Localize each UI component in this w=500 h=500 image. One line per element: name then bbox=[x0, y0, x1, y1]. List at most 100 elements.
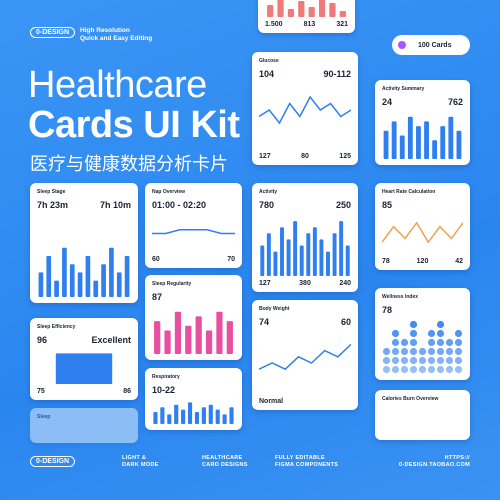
bar bbox=[273, 251, 278, 276]
dot bbox=[391, 365, 400, 374]
footer-line: HEALTHCARE bbox=[202, 455, 243, 461]
dot bbox=[400, 365, 409, 374]
bar bbox=[116, 272, 122, 297]
dot bbox=[400, 356, 409, 365]
bar bbox=[399, 135, 405, 159]
stat-value: 80 bbox=[301, 153, 309, 160]
dot bbox=[409, 356, 418, 365]
stat-value: 127 bbox=[259, 153, 271, 160]
card-title: Respiratory bbox=[152, 374, 180, 380]
card-title: Calories Burn Overview bbox=[382, 396, 439, 402]
bar bbox=[456, 130, 462, 159]
dot bbox=[427, 329, 436, 338]
dot bbox=[427, 356, 436, 365]
bar bbox=[187, 402, 193, 424]
bar bbox=[222, 414, 227, 424]
card-title: Glucose bbox=[259, 58, 279, 64]
card: Heart Rate Calculation 85 78 120 42 bbox=[375, 183, 470, 270]
stats-row: 10-22 bbox=[152, 385, 235, 395]
card: Sleep Regularity 87 bbox=[145, 275, 242, 360]
dot-column bbox=[454, 329, 463, 374]
stat-value: 813 bbox=[303, 21, 316, 28]
dot bbox=[418, 356, 427, 365]
dot bbox=[391, 356, 400, 365]
card-title: Sleep bbox=[37, 414, 51, 420]
stat-value: 240 bbox=[339, 280, 351, 287]
dot bbox=[427, 365, 436, 374]
stat-value: 60 bbox=[152, 256, 160, 263]
bar bbox=[339, 11, 346, 17]
footer-line: FIGMA COMPONENTS bbox=[275, 462, 339, 468]
bar bbox=[55, 353, 113, 384]
bar bbox=[174, 311, 182, 354]
bar bbox=[345, 245, 350, 276]
bar bbox=[77, 272, 83, 297]
chart bbox=[382, 320, 463, 374]
bar bbox=[339, 221, 344, 276]
bar bbox=[215, 409, 220, 424]
stat-value: 7h 23m bbox=[37, 200, 69, 210]
stat-value: 7h 10m bbox=[99, 200, 131, 210]
dot bbox=[436, 347, 445, 356]
stat-value: 86 bbox=[123, 388, 131, 395]
bar bbox=[205, 330, 213, 354]
card-title: Nap Overview bbox=[152, 189, 186, 195]
stats-row: 87 bbox=[152, 292, 235, 302]
stat-value: 78 bbox=[382, 258, 390, 265]
card-title: Activity bbox=[259, 189, 278, 195]
dot bbox=[409, 347, 418, 356]
bar bbox=[229, 407, 234, 424]
stat-value: 250 bbox=[335, 200, 351, 210]
bar bbox=[181, 409, 186, 424]
bar bbox=[318, 0, 326, 17]
dot bbox=[400, 338, 409, 347]
bar bbox=[208, 404, 213, 424]
chart bbox=[267, 0, 346, 17]
line bbox=[382, 221, 463, 244]
dot bbox=[454, 356, 463, 365]
chart bbox=[383, 116, 462, 159]
stats-row: 7h 23m 7h 10m bbox=[37, 200, 131, 210]
chart bbox=[260, 221, 350, 276]
subtitle: 医疗与健康数据分析卡片 bbox=[30, 154, 228, 175]
stat-value: 75 bbox=[37, 388, 45, 395]
stat-value: 780 bbox=[259, 200, 275, 210]
bar bbox=[329, 3, 336, 17]
dot bbox=[418, 365, 427, 374]
stat-value: 762 bbox=[447, 97, 463, 107]
card: Glucose 104 90-112 127 80 125 bbox=[252, 52, 358, 165]
bar bbox=[432, 140, 438, 159]
bar bbox=[448, 116, 454, 159]
bar bbox=[286, 239, 291, 276]
card: Respiratory 10-22 bbox=[145, 368, 242, 430]
bar bbox=[124, 256, 130, 297]
title: Healthcare bbox=[28, 64, 207, 106]
dot-column bbox=[391, 329, 400, 374]
dot bbox=[409, 320, 418, 329]
bar bbox=[298, 1, 305, 17]
card-title: Activity Summary bbox=[382, 86, 425, 92]
bar bbox=[312, 227, 317, 276]
footer-line: HTTPS:// bbox=[444, 455, 470, 461]
stat-value: Excellent bbox=[91, 335, 131, 345]
dot-column bbox=[409, 320, 418, 374]
dot bbox=[454, 329, 463, 338]
dot-column bbox=[418, 347, 427, 374]
dot bbox=[382, 365, 391, 374]
card: Sleep bbox=[30, 408, 138, 443]
stats-row: 74 60 bbox=[259, 317, 351, 327]
stat-value: 24 bbox=[382, 97, 393, 107]
bar bbox=[85, 256, 91, 297]
dot-column bbox=[436, 320, 445, 374]
stats-row: 75 86 bbox=[37, 388, 131, 395]
stats-row: 24 762 bbox=[382, 97, 463, 107]
bar bbox=[277, 0, 284, 17]
stats-row: Normal bbox=[259, 398, 351, 405]
dot bbox=[454, 347, 463, 356]
bar bbox=[226, 321, 233, 354]
dot bbox=[400, 347, 409, 356]
bar bbox=[332, 233, 337, 276]
footer-logo: 0-DESIGN bbox=[30, 456, 76, 467]
footer-item: FULLY EDITABLE FIGMA COMPONENTS bbox=[275, 455, 338, 469]
